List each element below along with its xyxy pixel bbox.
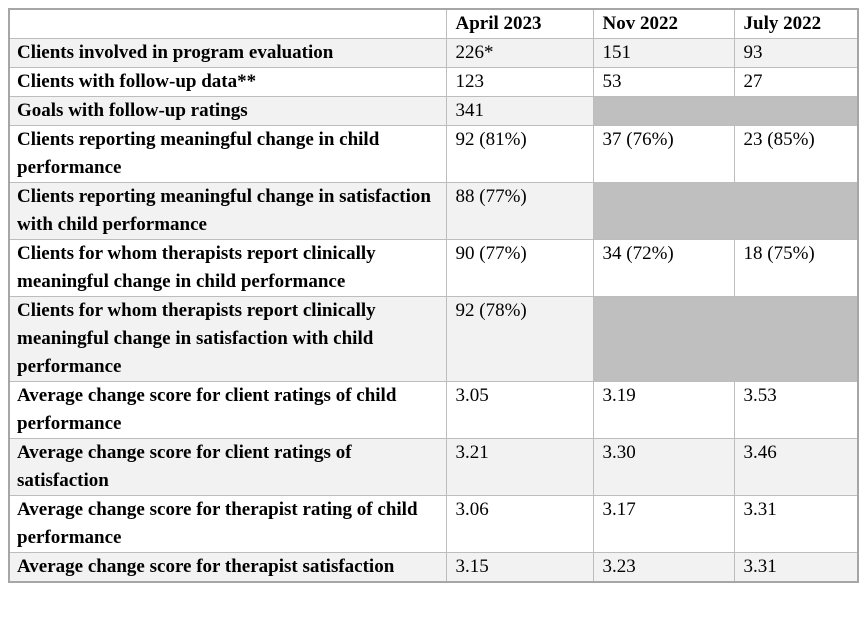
row-label: Clients with follow-up data**	[8, 67, 447, 97]
table-row: Clients for whom therapists report clini…	[8, 239, 859, 297]
value-cell: 341	[445, 96, 594, 126]
value-cell: 93	[733, 38, 859, 68]
value-cell: 3.31	[733, 552, 859, 583]
row-label: Clients reporting meaningful change in s…	[8, 182, 447, 240]
value-cell: 3.31	[733, 495, 859, 553]
row-label: Clients for whom therapists report clini…	[8, 239, 447, 297]
value-cell: 53	[592, 67, 735, 97]
row-label: Average change score for therapist ratin…	[8, 495, 447, 553]
table-row: Clients involved in program evaluation 22…	[8, 38, 859, 68]
table-row: Average change score for therapist satis…	[8, 552, 859, 583]
header-row: April 2023 Nov 2022 July 2022	[8, 8, 859, 39]
value-cell: 3.17	[592, 495, 735, 553]
value-cell: 23 (85%)	[733, 125, 859, 183]
value-cell: 92 (78%)	[445, 296, 594, 382]
value-cell: 123	[445, 67, 594, 97]
value-cell: 3.23	[592, 552, 735, 583]
table-body: Clients involved in program evaluation 22…	[8, 38, 859, 583]
program-evaluation-table: April 2023 Nov 2022 July 2022 Clients in…	[8, 8, 859, 583]
row-label: Average change score for therapist satis…	[8, 552, 447, 583]
value-cell: 151	[592, 38, 735, 68]
row-label: Goals with follow-up ratings	[8, 96, 447, 126]
value-cell: 3.21	[445, 438, 594, 496]
row-label: Clients for whom therapists report clini…	[8, 296, 447, 382]
table-row: Clients with follow-up data** 123 53 27	[8, 67, 859, 97]
value-cell: 92 (81%)	[445, 125, 594, 183]
table-row: Average change score for client ratings …	[8, 438, 859, 496]
value-cell: 88 (77%)	[445, 182, 594, 240]
value-cell: 3.46	[733, 438, 859, 496]
table-row: Clients reporting meaningful change in s…	[8, 182, 859, 240]
header-april-2023: April 2023	[445, 8, 594, 39]
table-row: Goals with follow-up ratings 341	[8, 96, 859, 126]
header-nov-2022: Nov 2022	[592, 8, 735, 39]
table-row: Average change score for client ratings …	[8, 381, 859, 439]
value-cell: 37 (76%)	[592, 125, 735, 183]
value-cell: 18 (75%)	[733, 239, 859, 297]
blank-cell	[592, 182, 859, 240]
value-cell: 3.53	[733, 381, 859, 439]
value-cell: 3.30	[592, 438, 735, 496]
blank-cell	[592, 96, 859, 126]
table-row: Clients for whom therapists report clini…	[8, 296, 859, 382]
row-label: Average change score for client ratings …	[8, 438, 447, 496]
value-cell: 3.05	[445, 381, 594, 439]
value-cell: 34 (72%)	[592, 239, 735, 297]
value-cell: 3.19	[592, 381, 735, 439]
value-cell: 90 (77%)	[445, 239, 594, 297]
blank-cell	[592, 296, 859, 382]
table-row: Clients reporting meaningful change in c…	[8, 125, 859, 183]
value-cell: 3.15	[445, 552, 594, 583]
row-label: Average change score for client ratings …	[8, 381, 447, 439]
header-empty-cell	[8, 8, 447, 39]
header-july-2022: July 2022	[733, 8, 859, 39]
value-cell: 27	[733, 67, 859, 97]
table-row: Average change score for therapist ratin…	[8, 495, 859, 553]
value-cell: 3.06	[445, 495, 594, 553]
row-label: Clients reporting meaningful change in c…	[8, 125, 447, 183]
row-label: Clients involved in program evaluation	[8, 38, 447, 68]
value-cell: 226*	[445, 38, 594, 68]
